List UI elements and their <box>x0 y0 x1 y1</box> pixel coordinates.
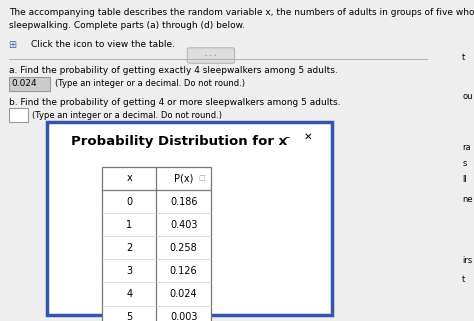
Text: Click the icon to view the table.: Click the icon to view the table. <box>31 40 175 49</box>
Text: irs: irs <box>462 256 473 265</box>
Text: s: s <box>462 159 466 168</box>
Text: 0.003: 0.003 <box>170 312 198 321</box>
Text: 0.024: 0.024 <box>12 79 37 88</box>
Text: ⊞: ⊞ <box>9 40 17 50</box>
Text: P(x): P(x) <box>174 173 193 184</box>
Text: 2: 2 <box>126 243 132 253</box>
Text: 0.024: 0.024 <box>170 289 198 299</box>
FancyBboxPatch shape <box>9 108 28 122</box>
Text: x: x <box>126 173 132 184</box>
Text: Probability Distribution for x: Probability Distribution for x <box>71 135 287 148</box>
Text: t: t <box>462 275 465 284</box>
Text: ✕: ✕ <box>303 132 312 142</box>
Text: □: □ <box>199 176 205 181</box>
Text: 0.403: 0.403 <box>170 220 198 230</box>
Text: 4: 4 <box>126 289 132 299</box>
Text: 1: 1 <box>126 220 132 230</box>
Text: 5: 5 <box>126 312 132 321</box>
Text: ll: ll <box>462 175 467 184</box>
Text: t: t <box>462 53 465 62</box>
Text: The accompanying table describes the random variable x, the numbers of adults in: The accompanying table describes the ran… <box>9 8 474 17</box>
Text: ne: ne <box>462 195 473 204</box>
Text: 0.126: 0.126 <box>170 266 198 276</box>
FancyBboxPatch shape <box>9 77 50 91</box>
FancyBboxPatch shape <box>47 122 332 315</box>
Text: 0.186: 0.186 <box>170 196 198 207</box>
FancyBboxPatch shape <box>102 167 211 321</box>
Text: 0.258: 0.258 <box>170 243 198 253</box>
Text: 3: 3 <box>126 266 132 276</box>
Text: –: – <box>284 132 290 142</box>
Text: · · ·: · · · <box>205 53 217 58</box>
Text: (Type an integer or a decimal. Do not round.): (Type an integer or a decimal. Do not ro… <box>55 79 245 88</box>
Text: ra: ra <box>462 143 471 152</box>
Text: sleepwalking. Complete parts (a) through (d) below.: sleepwalking. Complete parts (a) through… <box>9 21 246 30</box>
FancyBboxPatch shape <box>187 48 235 63</box>
Text: ou: ou <box>462 92 473 101</box>
Text: 0: 0 <box>126 196 132 207</box>
Text: b. Find the probability of getting 4 or more sleepwalkers among 5 adults.: b. Find the probability of getting 4 or … <box>9 98 341 107</box>
Text: (Type an integer or a decimal. Do not round.): (Type an integer or a decimal. Do not ro… <box>32 111 222 120</box>
Text: a. Find the probability of getting exactly 4 sleepwalkers among 5 adults.: a. Find the probability of getting exact… <box>9 66 338 75</box>
